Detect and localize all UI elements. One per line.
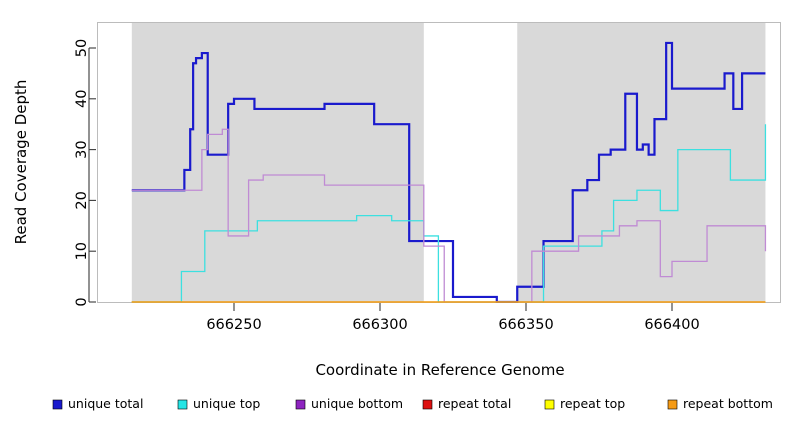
legend-label-unique-bottom: unique bottom (311, 396, 403, 411)
series-group (131, 41, 767, 303)
y-tick-label-10: 10 (74, 242, 90, 260)
legend-swatch-unique-top (177, 399, 188, 410)
series-unique-bottom (131, 128, 767, 303)
legend-swatch-unique-bottom (295, 399, 306, 410)
x-tick-label-666300: 666300 (352, 317, 407, 333)
y-axis-title: Read Coverage Depth (12, 80, 30, 245)
legend-label-unique-total: unique total (68, 396, 143, 411)
legend-swatch-repeat-top (544, 399, 555, 410)
x-axis: 666250 666300 666350 666400 (206, 303, 700, 333)
legend-swatch-unique-total (52, 399, 63, 410)
x-tick-label-666400: 666400 (644, 317, 699, 333)
legend-swatch-repeat-total (422, 399, 433, 410)
shaded-region-1 (131, 22, 424, 302)
y-tick-label-0: 0 (74, 297, 90, 306)
y-tick-label-30: 30 (74, 140, 90, 158)
y-tick-label-40: 40 (74, 90, 90, 108)
x-axis-title: Coordinate in Reference Genome (315, 361, 564, 379)
x-tick-label-666250: 666250 (206, 317, 261, 333)
y-tick-label-20: 20 (74, 191, 90, 209)
legend: unique total unique top unique bottom repea… (52, 396, 773, 411)
legend-label-repeat-top: repeat top (560, 396, 625, 411)
shaded-region-group (131, 22, 766, 302)
y-tick-label-50: 50 (74, 39, 90, 57)
shaded-region-2 (517, 22, 766, 302)
legend-label-repeat-bottom: repeat bottom (683, 396, 773, 411)
legend-label-repeat-total: repeat total (438, 396, 511, 411)
y-axis: 0 10 20 30 40 50 (74, 39, 96, 307)
x-tick-label-666350: 666350 (498, 317, 553, 333)
legend-swatch-repeat-bottom (667, 399, 678, 410)
legend-label-unique-top: unique top (193, 396, 260, 411)
